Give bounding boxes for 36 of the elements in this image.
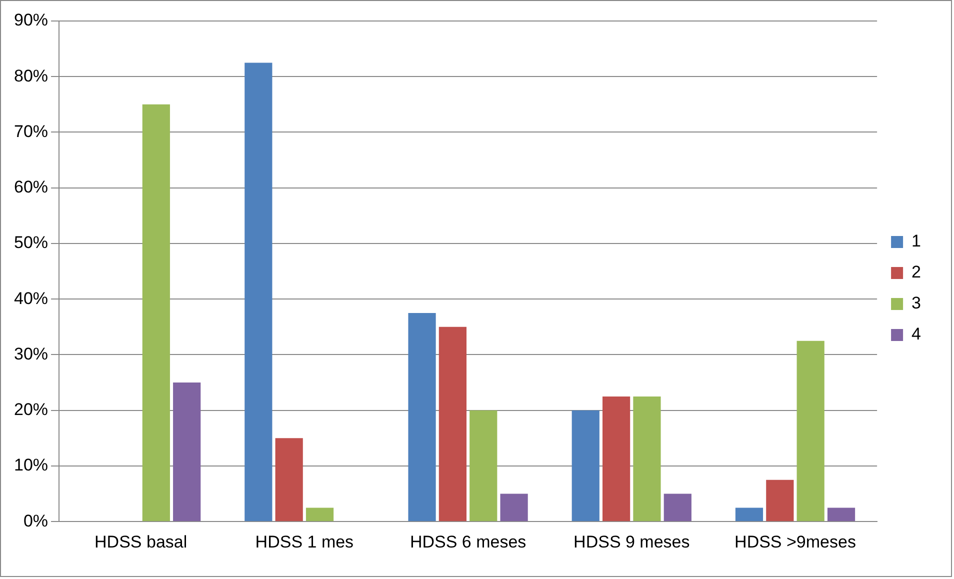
legend-label: 4 xyxy=(912,324,922,344)
bar xyxy=(633,396,661,522)
x-tick-label: HDSS 6 meses xyxy=(410,532,526,552)
bar xyxy=(438,326,466,522)
legend-label: 3 xyxy=(912,294,922,313)
x-tick-label: HDSS 1 mes xyxy=(255,532,354,552)
y-tick-label: 50% xyxy=(14,233,48,252)
bar xyxy=(470,410,498,522)
y-tick-label: 70% xyxy=(14,122,48,141)
y-tick-label: 60% xyxy=(14,178,48,197)
bar xyxy=(500,494,528,522)
bar xyxy=(275,438,303,522)
bar xyxy=(735,508,764,522)
y-tick-label: 0% xyxy=(23,511,48,530)
bar xyxy=(664,494,692,522)
x-tick-label: HDSS 9 meses xyxy=(574,532,690,552)
bar xyxy=(602,396,630,522)
y-tick-label: 20% xyxy=(14,400,48,420)
y-tick-label: 10% xyxy=(14,456,48,475)
y-tick-label: 80% xyxy=(14,66,48,86)
bar xyxy=(173,382,201,522)
bar xyxy=(142,104,170,522)
bar xyxy=(796,340,824,522)
bar xyxy=(572,410,600,522)
bar xyxy=(766,480,794,522)
bar xyxy=(244,62,272,522)
legend-label: 1 xyxy=(912,232,922,251)
legend-label: 2 xyxy=(912,262,922,282)
bar xyxy=(306,508,334,522)
y-tick-label: 90% xyxy=(14,10,48,30)
y-tick-label: 30% xyxy=(14,344,48,364)
bar xyxy=(827,508,856,522)
bar xyxy=(408,313,436,522)
x-tick-label: HDSS >9meses xyxy=(734,532,856,552)
y-tick-label: 40% xyxy=(14,288,48,308)
x-tick-label: HDSS basal xyxy=(94,532,188,552)
